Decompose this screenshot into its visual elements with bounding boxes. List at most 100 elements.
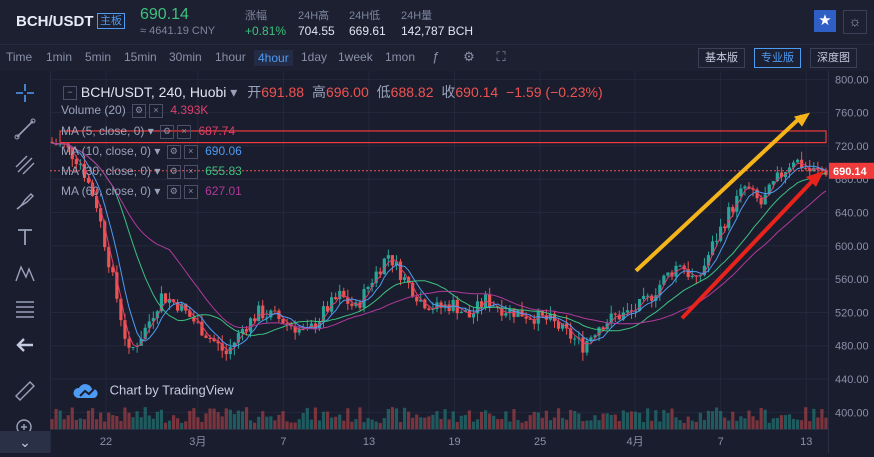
favorite-star-icon[interactable]: ★ — [814, 10, 836, 32]
candle-body — [180, 303, 184, 311]
candle-body — [111, 267, 115, 273]
volume-value: 4.393K — [170, 103, 209, 117]
stat-change-value: +0.81% — [245, 24, 287, 38]
tf-time[interactable]: Time — [6, 50, 33, 64]
legend-symbol[interactable]: BCH/USDT, 240, Huobi — [80, 84, 227, 100]
candle-body — [362, 288, 366, 308]
candle-body — [86, 177, 91, 183]
candle-body — [419, 299, 423, 302]
candle-body — [565, 323, 569, 329]
remove-icon[interactable]: × — [183, 184, 198, 199]
legend-dropdown-icon[interactable]: ▾ — [230, 84, 238, 100]
candle-body — [427, 308, 431, 310]
candle-body — [119, 298, 123, 321]
volume-bar — [192, 408, 196, 429]
crosshair-icon[interactable] — [13, 81, 37, 105]
remove-icon[interactable]: × — [177, 124, 192, 139]
candle-body — [277, 310, 281, 319]
volume-bar — [338, 414, 342, 429]
theme-sun-icon[interactable]: ☼ — [843, 10, 867, 34]
candle-body — [253, 318, 257, 322]
volume-bar — [735, 420, 739, 429]
volume-bar — [706, 410, 711, 429]
remove-icon[interactable]: × — [183, 164, 198, 179]
text-tool-icon[interactable] — [13, 225, 37, 249]
arrow-left-icon[interactable] — [13, 333, 37, 357]
candle-body — [767, 184, 771, 195]
settings-icon[interactable]: ⚙ — [132, 103, 147, 118]
volume-bar — [115, 415, 119, 429]
channel-icon[interactable] — [13, 153, 37, 177]
view-basic-button[interactable]: 基本版 — [698, 48, 745, 68]
volume-bar — [783, 415, 788, 429]
brush-icon[interactable] — [13, 189, 37, 213]
volume-bar — [188, 410, 192, 429]
candle-body — [151, 318, 155, 322]
stat-volume-label: 24H量 — [401, 10, 433, 22]
tf-1min[interactable]: 1min — [46, 50, 73, 64]
candle-body — [642, 295, 646, 300]
tf-5min[interactable]: 5min — [85, 50, 112, 64]
chevron-down-icon[interactable]: ⌄ — [0, 431, 50, 453]
volume-bar — [544, 410, 548, 429]
volume-label: Volume (20) — [61, 103, 126, 117]
settings-icon[interactable]: ⚙ — [166, 184, 181, 199]
volume-bar — [625, 412, 630, 429]
volume-bar — [747, 410, 751, 429]
remove-icon[interactable]: × — [149, 103, 164, 118]
volume-bar — [265, 416, 269, 429]
view-depth-button[interactable]: 深度图 — [810, 48, 857, 68]
pair-title[interactable]: BCH/USDT — [16, 13, 94, 30]
collapse-icon[interactable]: − — [63, 86, 77, 101]
tf-30min[interactable]: 30min — [169, 50, 202, 64]
tf-1mon[interactable]: 1mon — [385, 50, 416, 64]
tradingview-watermark[interactable]: Chart by TradingView — [72, 382, 234, 400]
volume-bar — [212, 408, 216, 429]
settings-icon[interactable]: ⚙ — [160, 124, 175, 139]
ruler-icon[interactable] — [13, 379, 37, 403]
volume-bar — [763, 409, 767, 429]
candle-body — [386, 255, 390, 259]
volume-bar — [107, 412, 111, 429]
tf-1day[interactable]: 1day — [301, 50, 328, 64]
candle-body — [309, 323, 313, 328]
volume-bar — [812, 408, 816, 429]
volume-bar — [824, 417, 828, 429]
tf-15min[interactable]: 15min — [124, 50, 157, 64]
tf-4hour[interactable]: 4hour — [254, 50, 293, 66]
indicator-fx-icon[interactable]: ƒ — [432, 49, 440, 64]
volume-bar — [743, 418, 747, 429]
ma5-line — [51, 142, 827, 352]
volume-bar — [342, 420, 346, 429]
volume-bar — [350, 421, 354, 429]
volume-bar — [791, 418, 796, 429]
volume-bar — [155, 411, 159, 429]
remove-icon[interactable]: × — [183, 144, 198, 159]
price-chart[interactable] — [50, 71, 828, 429]
volume-bar — [690, 420, 694, 429]
view-pro-button[interactable]: 专业版 — [754, 48, 801, 68]
pattern-icon[interactable] — [13, 261, 37, 285]
settings-icon[interactable]: ⚙ — [166, 164, 181, 179]
candle-body — [167, 299, 172, 303]
settings-icon[interactable]: ⚙ — [166, 144, 181, 159]
candle-body — [723, 226, 727, 228]
ma10-line — [51, 142, 827, 348]
tf-1week[interactable]: 1week — [338, 50, 373, 64]
volume-bar — [678, 420, 682, 429]
volume-bar — [601, 413, 605, 429]
fibonacci-icon[interactable] — [13, 297, 37, 321]
volume-bar — [654, 410, 658, 429]
candle-body — [50, 141, 54, 143]
volume-bar — [605, 413, 609, 429]
volume-bar — [431, 414, 435, 429]
tf-1hour[interactable]: 1hour — [215, 50, 246, 64]
trendline-icon[interactable] — [13, 117, 37, 141]
candle-body — [488, 294, 492, 307]
settings-gear-icon[interactable]: ⚙ — [463, 49, 475, 64]
volume-bar — [54, 408, 58, 429]
candle-body — [107, 247, 111, 268]
fullscreen-icon[interactable]: ⛶ — [496, 49, 506, 64]
candle-body — [504, 313, 508, 316]
volume-bar — [244, 407, 249, 429]
